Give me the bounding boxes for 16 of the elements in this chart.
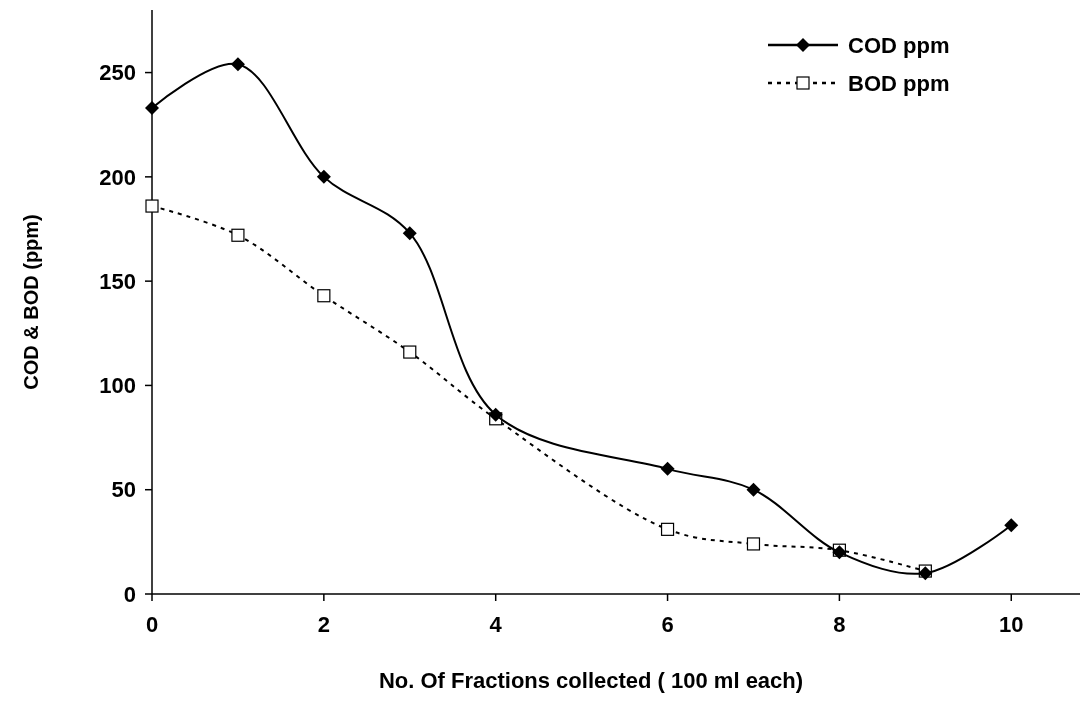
y-axis-title: COD & BOD (ppm) xyxy=(20,214,42,390)
x-tick-label: 6 xyxy=(661,612,674,637)
legend-label: BOD ppm xyxy=(848,70,950,96)
x-tick-label: 2 xyxy=(317,612,330,637)
y-tick-label: 0 xyxy=(123,581,136,607)
y-tick-label: 250 xyxy=(99,60,136,86)
x-tick-label: 8 xyxy=(833,612,846,637)
y-tick-label: 200 xyxy=(99,164,136,190)
y-tick-label: 50 xyxy=(111,477,136,503)
x-axis-title: No. Of Fractions collected ( 100 ml each) xyxy=(378,668,804,693)
legend-label: COD ppm xyxy=(848,32,950,58)
y-tick-label: 100 xyxy=(99,373,136,399)
x-tick-label: 0 xyxy=(145,612,159,637)
y-tick-label: 150 xyxy=(99,268,136,294)
x-tick-label: 10 xyxy=(999,612,1024,637)
x-tick-label: 4 xyxy=(489,612,503,637)
